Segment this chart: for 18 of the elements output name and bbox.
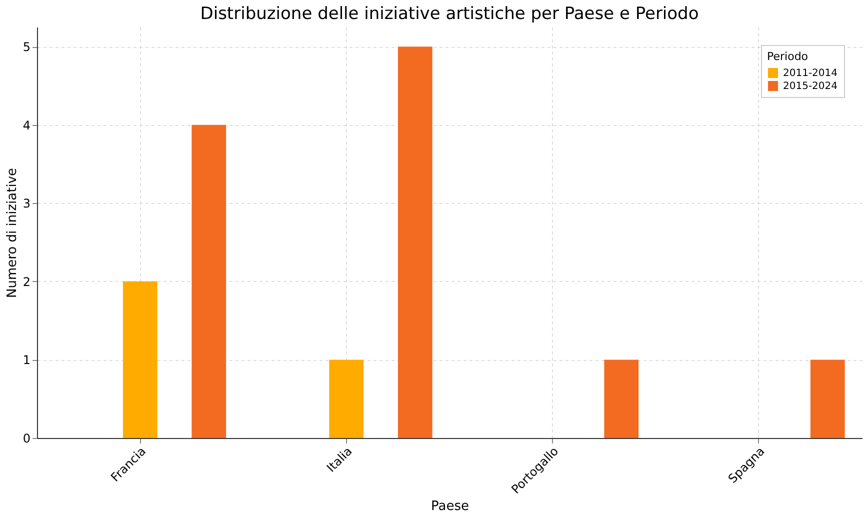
bar bbox=[122, 281, 158, 438]
y-tick-label: 5 bbox=[22, 40, 30, 54]
legend-label: 2011-2014 bbox=[783, 68, 838, 79]
y-tick-label: 1 bbox=[22, 353, 30, 368]
y-tick-label: 2 bbox=[22, 274, 30, 289]
x-axis-title: Paese bbox=[431, 498, 469, 514]
chart-title: Distribuzione delle iniziative artistiche per Paese e Periodo bbox=[200, 4, 699, 24]
y-tick-label: 4 bbox=[22, 118, 30, 132]
y-axis-title: Numero di iniziative bbox=[4, 168, 20, 298]
legend-title: Periodo bbox=[767, 50, 808, 63]
bar bbox=[810, 360, 845, 438]
bar bbox=[398, 46, 432, 438]
bar bbox=[329, 360, 364, 438]
bar bbox=[192, 124, 226, 438]
bar bbox=[604, 360, 639, 438]
y-tick-label: 0 bbox=[22, 432, 30, 446]
legend-label: 2015-2024 bbox=[783, 81, 838, 92]
y-tick-label: 3 bbox=[22, 196, 30, 211]
